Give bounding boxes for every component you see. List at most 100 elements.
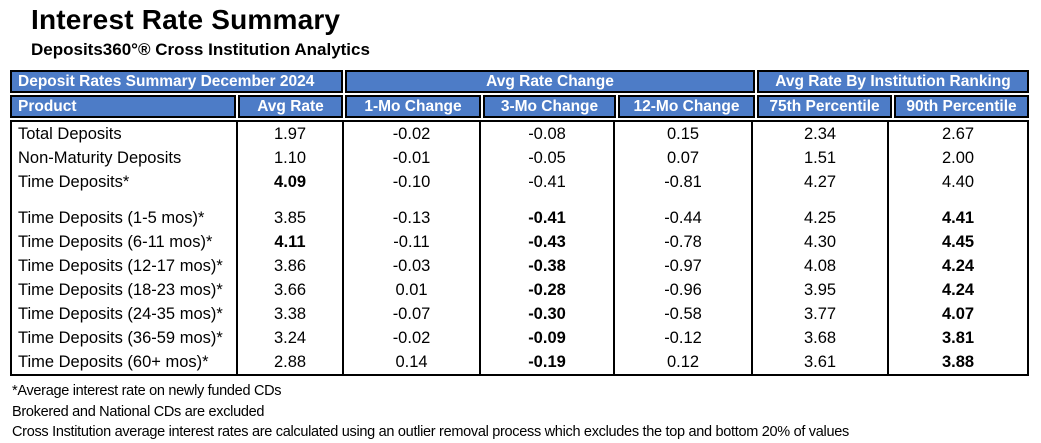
value-cell: 4.40: [941, 172, 975, 191]
value-cell: -0.11: [344, 230, 481, 254]
value-cell: -0.78: [615, 230, 753, 254]
value-cell: 3.85: [238, 206, 344, 230]
column-header-90th-percentile: 90th Percentile: [893, 94, 1030, 119]
value-cell: 3.86: [238, 254, 344, 278]
value-cell: 0.12: [615, 350, 753, 374]
column-header-3mo-change: 3-Mo Change: [482, 94, 617, 119]
spacer-cell: [12, 194, 238, 206]
value-cell: 4.45: [941, 232, 975, 251]
column-header-90th-percentile-label: 90th Percentile: [894, 95, 1029, 118]
spacer-cell: [753, 194, 889, 206]
value-cell: 1.10: [238, 146, 344, 170]
footnote-newly-funded-cds: *Average interest rate on newly funded C…: [12, 383, 282, 399]
value-cell: 1.51: [753, 146, 889, 170]
column-header-75th-percentile-label: 75th Percentile: [757, 95, 892, 118]
value-cell: 4.41: [941, 208, 975, 227]
value-cell: 3.95: [753, 278, 889, 302]
column-header-12mo-change-label: 12-Mo Change: [618, 95, 755, 118]
product-cell: Time Deposits (18-23 mos)*: [12, 278, 238, 302]
value-cell: -0.43: [481, 230, 615, 254]
value-cell: 3.68: [753, 326, 889, 350]
value-cell: 3.81: [941, 328, 975, 347]
page-title: Interest Rate Summary: [31, 4, 341, 35]
value-cell: 1.97: [238, 122, 344, 146]
value-cell: -0.05: [481, 146, 615, 170]
footnote-outlier-removal: Cross Institution average interest rates…: [12, 424, 849, 440]
value-cell: -0.96: [615, 278, 753, 302]
footnotes: *Average interest rate on newly funded C…: [12, 381, 849, 443]
value-cell: -0.38: [481, 254, 615, 278]
group-header-deposit-summary: Deposit Rates Summary December 2024: [9, 69, 344, 94]
value-cell: 0.15: [615, 122, 753, 146]
value-cell: 2.00: [941, 148, 975, 167]
value-cell: -0.19: [481, 350, 615, 374]
product-cell: Time Deposits (6-11 mos)*: [12, 230, 238, 254]
value-cell: -0.01: [344, 146, 481, 170]
value-cell: -0.28: [481, 278, 615, 302]
spacer-cell: [344, 194, 481, 206]
table-body: Total Deposits 1.97 -0.02 -0.08 0.15 2.34 2.67…: [10, 120, 1029, 376]
product-cell: Time Deposits (12-17 mos)*: [12, 254, 238, 278]
value-cell: 0.07: [615, 146, 753, 170]
value-cell: 3.61: [753, 350, 889, 374]
column-header-1mo-change-label: 1-Mo Change: [345, 95, 481, 118]
value-cell: 4.24: [941, 280, 975, 299]
column-header-product-label: Product: [10, 95, 236, 118]
value-cell: 4.07: [941, 304, 975, 323]
spacer-cell: [238, 194, 344, 206]
group-header-deposit-summary-label: Deposit Rates Summary December 2024: [10, 70, 343, 93]
column-header-75th-percentile: 75th Percentile: [756, 94, 893, 119]
value-cell: -0.44: [615, 206, 753, 230]
value-cell: -0.13: [344, 206, 481, 230]
value-cell: -0.09: [481, 326, 615, 350]
value-cell: -0.30: [481, 302, 615, 326]
value-cell: 3.38: [238, 302, 344, 326]
value-cell: -0.12: [615, 326, 753, 350]
product-cell: Non-Maturity Deposits: [12, 146, 238, 170]
value-cell: 4.24: [941, 256, 975, 275]
value-cell: 0.01: [344, 278, 481, 302]
value-cell: 4.30: [753, 230, 889, 254]
column-header-3mo-change-label: 3-Mo Change: [483, 95, 616, 118]
spacer-cell: [889, 194, 1027, 206]
value-cell: -0.58: [615, 302, 753, 326]
product-cell: Time Deposits*: [12, 170, 238, 194]
value-cell: 3.24: [238, 326, 344, 350]
column-header-12mo-change: 12-Mo Change: [617, 94, 756, 119]
value-cell: -0.07: [344, 302, 481, 326]
page-subtitle: Deposits360°® Cross Institution Analytic…: [31, 40, 370, 59]
value-cell: -0.10: [344, 170, 481, 194]
deposit-rates-table: Deposit Rates Summary December 2024 Avg …: [9, 69, 1030, 376]
value-cell: -0.08: [481, 122, 615, 146]
spacer-cell: [481, 194, 615, 206]
value-cell: -0.03: [344, 254, 481, 278]
value-cell: 4.08: [753, 254, 889, 278]
value-cell: 3.88: [941, 352, 975, 371]
value-cell: 4.25: [753, 206, 889, 230]
value-cell: 2.88: [238, 350, 344, 374]
product-cell: Time Deposits (24-35 mos)*: [12, 302, 238, 326]
value-cell: 4.11: [238, 230, 344, 254]
column-header-product: Product: [9, 94, 237, 119]
column-header-1mo-change: 1-Mo Change: [344, 94, 482, 119]
value-cell: 4.27: [753, 170, 889, 194]
value-cell: -0.02: [344, 122, 481, 146]
value-cell: -0.41: [481, 206, 615, 230]
value-cell: -0.41: [481, 170, 615, 194]
table-header: Deposit Rates Summary December 2024 Avg …: [9, 69, 1030, 119]
value-cell: -0.02: [344, 326, 481, 350]
product-cell: Time Deposits (36-59 mos)*: [12, 326, 238, 350]
value-cell: 3.77: [753, 302, 889, 326]
product-cell: Time Deposits (1-5 mos)*: [12, 206, 238, 230]
value-cell: -0.81: [615, 170, 753, 194]
value-cell: 2.34: [753, 122, 889, 146]
group-header-avg-rate-change: Avg Rate Change: [344, 69, 756, 94]
spacer-cell: [615, 194, 753, 206]
value-cell: 0.14: [344, 350, 481, 374]
value-cell: -0.97: [615, 254, 753, 278]
value-cell: 4.09: [238, 170, 344, 194]
footnote-brokered-excluded: Brokered and National CDs are excluded: [12, 403, 265, 420]
value-cell: 2.67: [941, 124, 975, 143]
group-header-institution-ranking: Avg Rate By Institution Ranking: [756, 69, 1030, 94]
